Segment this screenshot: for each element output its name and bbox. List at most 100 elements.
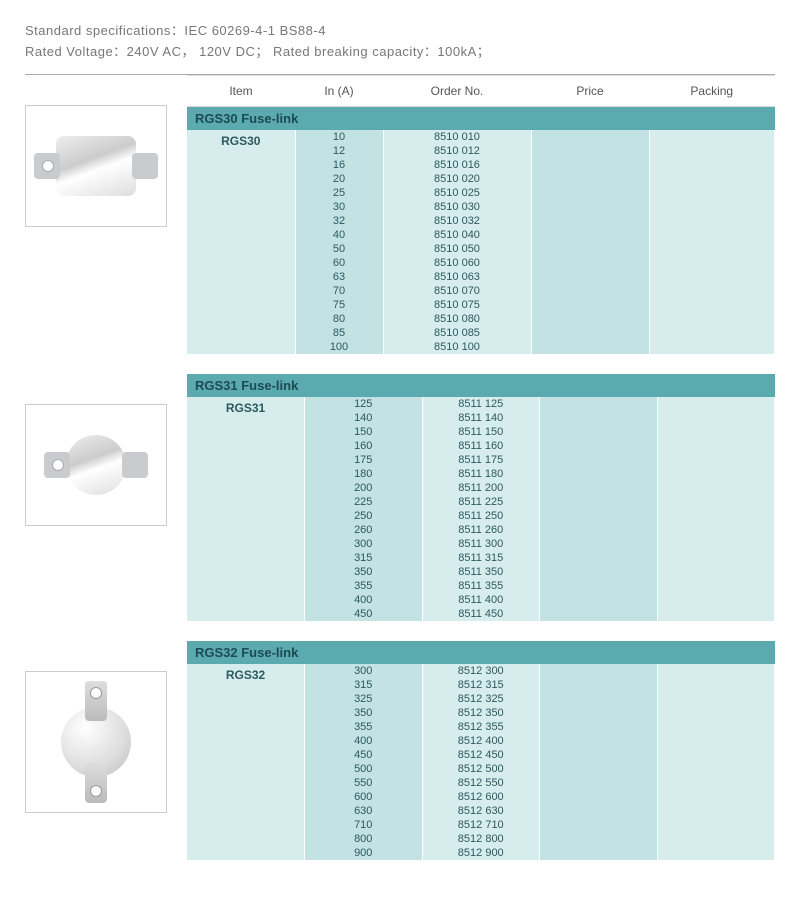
order-cell: 8510 020 — [383, 172, 531, 186]
order-cell: 8511 300 — [422, 537, 540, 551]
order-cell: 8511 200 — [422, 481, 540, 495]
in-cell: 180 — [305, 467, 423, 481]
in-cell: 63 — [295, 270, 383, 284]
in-cell: 800 — [305, 832, 423, 846]
order-cell: 8512 900 — [422, 846, 540, 860]
order-cell: 8511 400 — [422, 593, 540, 607]
in-cell: 30 — [295, 200, 383, 214]
in-cell: 40 — [295, 228, 383, 242]
order-cell: 8511 315 — [422, 551, 540, 565]
in-cell: 450 — [305, 607, 423, 621]
in-cell: 350 — [305, 565, 423, 579]
in-cell: 85 — [295, 326, 383, 340]
group-header: RGS31 Fuse-link — [187, 374, 775, 397]
in-cell: 20 — [295, 172, 383, 186]
in-cell: 175 — [305, 453, 423, 467]
order-cell: 8510 032 — [383, 214, 531, 228]
in-cell: 400 — [305, 734, 423, 748]
packing-cell — [657, 664, 775, 860]
order-cell: 8512 450 — [422, 748, 540, 762]
in-cell: 315 — [305, 551, 423, 565]
order-cell: 8511 250 — [422, 509, 540, 523]
in-cell: 600 — [305, 790, 423, 804]
fuse-table: RGS32 Fuse-linkRGS323008512 3003158512 3… — [187, 641, 775, 860]
in-cell: 100 — [295, 340, 383, 354]
in-cell: 350 — [305, 706, 423, 720]
order-cell: 8512 550 — [422, 776, 540, 790]
order-cell: 8510 040 — [383, 228, 531, 242]
price-cell — [540, 664, 658, 860]
order-cell: 8512 800 — [422, 832, 540, 846]
spec-line-2: Rated Voltage：240V AC， 120V DC； Rated br… — [25, 41, 775, 60]
product-image-rgs32 — [25, 671, 167, 813]
in-cell: 400 — [305, 593, 423, 607]
order-cell: 8511 175 — [422, 453, 540, 467]
in-cell: 500 — [305, 762, 423, 776]
order-cell: 8510 030 — [383, 200, 531, 214]
in-cell: 32 — [295, 214, 383, 228]
in-cell: 50 — [295, 242, 383, 256]
in-cell: 710 — [305, 818, 423, 832]
order-cell: 8512 600 — [422, 790, 540, 804]
price-cell — [531, 130, 649, 354]
item-cell: RGS30 — [187, 130, 295, 354]
in-cell: 450 — [305, 748, 423, 762]
in-cell: 125 — [305, 397, 423, 411]
group-title: RGS30 Fuse-link — [187, 107, 775, 131]
in-cell: 25 — [295, 186, 383, 200]
order-cell: 8510 070 — [383, 284, 531, 298]
in-cell: 80 — [295, 312, 383, 326]
in-cell: 60 — [295, 256, 383, 270]
order-cell: 8510 100 — [383, 340, 531, 354]
item-cell: RGS32 — [187, 664, 305, 860]
order-cell: 8510 016 — [383, 158, 531, 172]
in-cell: 70 — [295, 284, 383, 298]
col-item: Item — [187, 76, 295, 107]
order-cell: 8511 125 — [422, 397, 540, 411]
order-cell: 8511 180 — [422, 467, 540, 481]
order-cell: 8512 400 — [422, 734, 540, 748]
order-cell: 8510 085 — [383, 326, 531, 340]
order-cell: 8510 060 — [383, 256, 531, 270]
in-cell: 16 — [295, 158, 383, 172]
order-cell: 8511 450 — [422, 607, 540, 621]
in-cell: 355 — [305, 579, 423, 593]
in-cell: 160 — [305, 439, 423, 453]
packing-cell — [649, 130, 775, 354]
order-cell: 8510 025 — [383, 186, 531, 200]
order-cell: 8512 325 — [422, 692, 540, 706]
in-cell: 315 — [305, 678, 423, 692]
order-cell: 8511 260 — [422, 523, 540, 537]
in-cell: 200 — [305, 481, 423, 495]
order-cell: 8511 355 — [422, 579, 540, 593]
in-cell: 355 — [305, 720, 423, 734]
in-cell: 300 — [305, 537, 423, 551]
in-cell: 225 — [305, 495, 423, 509]
order-cell: 8510 010 — [383, 130, 531, 144]
table-row: RGS30108510 010 — [187, 130, 775, 144]
in-cell: 550 — [305, 776, 423, 790]
fuse-table: Item In (A) Order No. Price Packing RGS3… — [187, 75, 775, 354]
in-cell: 900 — [305, 846, 423, 860]
fuse-table: RGS31 Fuse-linkRGS311258511 1251408511 1… — [187, 374, 775, 621]
col-pack: Packing — [649, 76, 775, 107]
order-cell: 8511 225 — [422, 495, 540, 509]
table-row: RGS311258511 125 — [187, 397, 775, 411]
in-cell: 630 — [305, 804, 423, 818]
order-cell: 8512 315 — [422, 678, 540, 692]
col-in: In (A) — [295, 76, 383, 107]
order-cell: 8510 050 — [383, 242, 531, 256]
group-header: RGS32 Fuse-link — [187, 641, 775, 664]
table-header-row: Item In (A) Order No. Price Packing — [187, 76, 775, 107]
table-row: RGS323008512 300 — [187, 664, 775, 678]
group-title: RGS31 Fuse-link — [187, 374, 775, 397]
in-cell: 300 — [305, 664, 423, 678]
order-cell: 8511 350 — [422, 565, 540, 579]
in-cell: 250 — [305, 509, 423, 523]
in-cell: 10 — [295, 130, 383, 144]
order-cell: 8512 710 — [422, 818, 540, 832]
order-cell: 8510 012 — [383, 144, 531, 158]
product-image-rgs30 — [25, 105, 167, 227]
order-cell: 8511 160 — [422, 439, 540, 453]
order-cell: 8512 630 — [422, 804, 540, 818]
